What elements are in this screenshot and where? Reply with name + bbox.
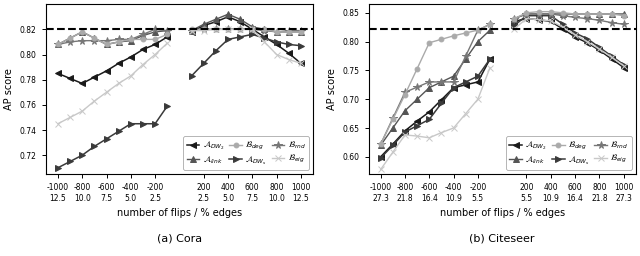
Y-axis label: AP score: AP score	[327, 68, 337, 110]
Y-axis label: AP score: AP score	[4, 68, 14, 110]
Title: (a) Cora: (a) Cora	[157, 233, 202, 243]
Legend: $\mathcal{A}_{DW_2}$, $\mathcal{A}_{link}$, $\mathcal{B}_{deg}$, $\mathcal{A}_{D: $\mathcal{A}_{DW_2}$, $\mathcal{A}_{link…	[183, 136, 309, 170]
Legend: $\mathcal{A}_{DW_2}$, $\mathcal{A}_{link}$, $\mathcal{B}_{deg}$, $\mathcal{A}_{D: $\mathcal{A}_{DW_2}$, $\mathcal{A}_{link…	[506, 136, 632, 170]
X-axis label: number of flips / % edges: number of flips / % edges	[117, 208, 242, 218]
Title: (b) Citeseer: (b) Citeseer	[469, 233, 535, 243]
X-axis label: number of flips / % edges: number of flips / % edges	[440, 208, 564, 218]
